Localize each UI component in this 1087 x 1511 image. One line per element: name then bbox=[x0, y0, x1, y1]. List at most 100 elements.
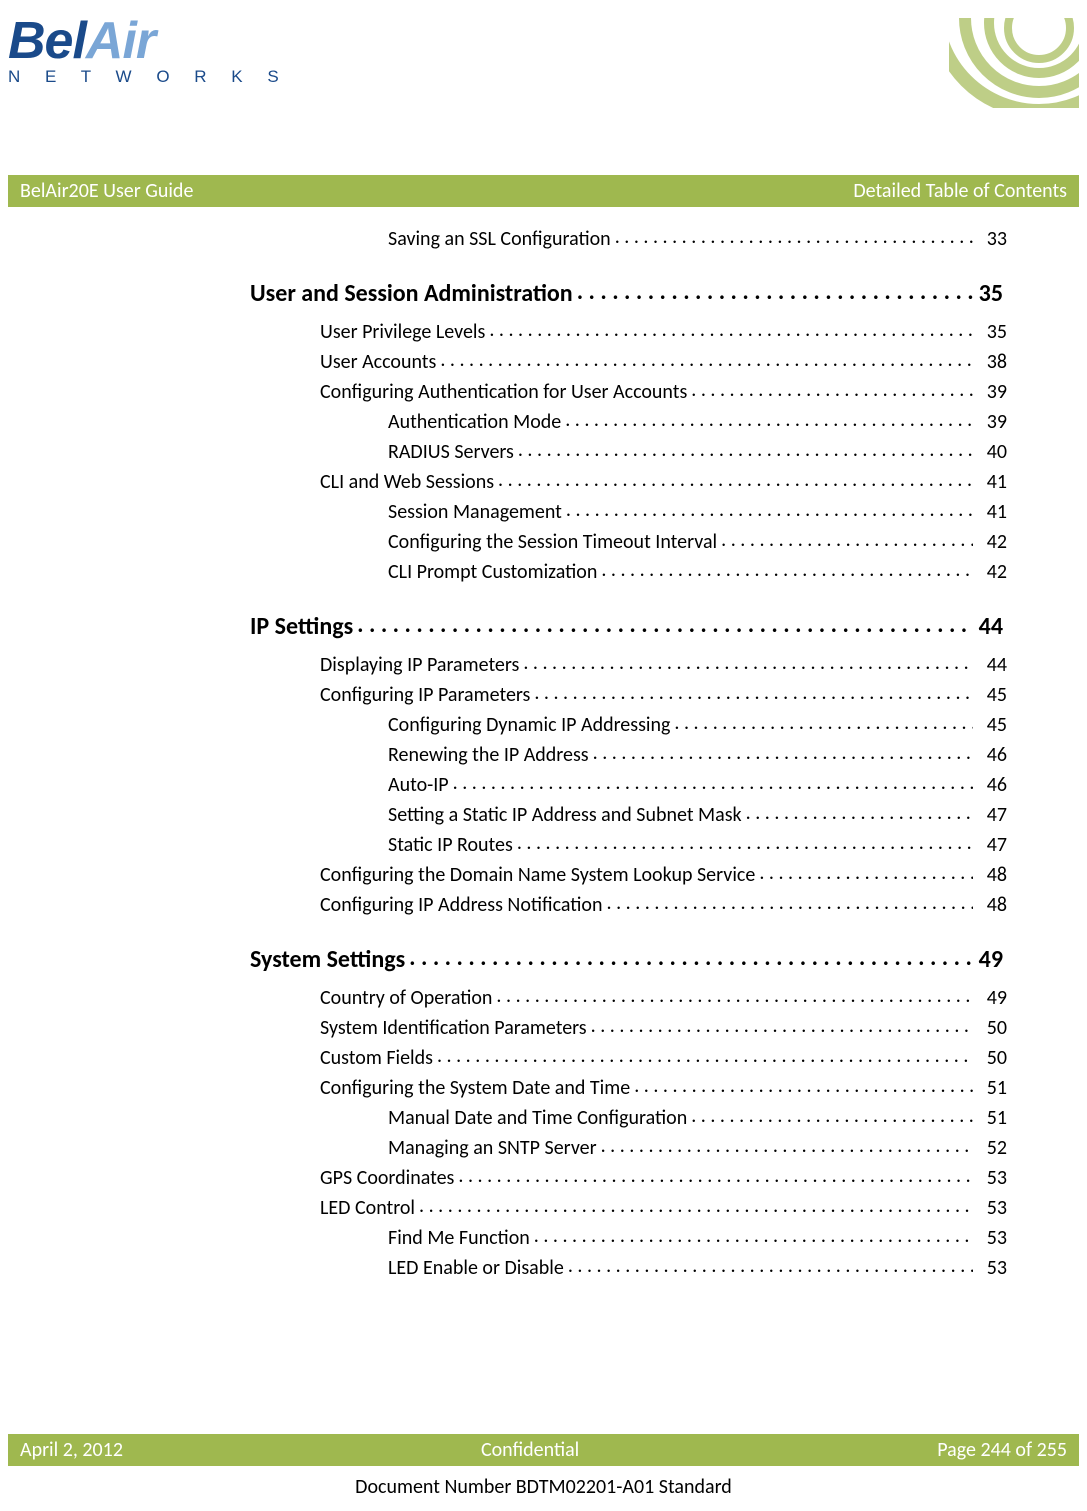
toc-entry-page: 42 bbox=[977, 560, 1007, 584]
toc-leader-dots bbox=[591, 1014, 973, 1034]
toc-chapter: IP Settings44 bbox=[250, 610, 1007, 641]
toc-entry-page: 46 bbox=[977, 773, 1007, 797]
toc-entry-title: Configuring Authentication for User Acco… bbox=[320, 380, 687, 404]
title-band: BelAir20E User Guide Detailed Table of C… bbox=[8, 175, 1079, 207]
toc-chapter-title: System Settings bbox=[250, 945, 405, 974]
toc-entry-page: 41 bbox=[977, 500, 1007, 524]
toc-entry-page: 47 bbox=[977, 833, 1007, 857]
toc-leader-dots bbox=[437, 1044, 973, 1064]
toc-leader-dots bbox=[498, 468, 973, 488]
toc-entry-title: Country of Operation bbox=[320, 986, 492, 1010]
toc-leader-dots bbox=[721, 528, 973, 548]
toc-entry-title: LED Enable or Disable bbox=[388, 1256, 564, 1280]
toc-entry-page: 53 bbox=[977, 1256, 1007, 1280]
toc-entry-title: Configuring IP Parameters bbox=[320, 683, 530, 707]
toc-entry: CLI Prompt Customization 42 bbox=[388, 558, 1007, 584]
toc-entry-page: 53 bbox=[977, 1196, 1007, 1220]
toc-leader-dots bbox=[523, 651, 973, 671]
logo-text-air: Air bbox=[86, 12, 155, 70]
toc-entry: Session Management 41 bbox=[388, 498, 1007, 524]
toc-entry: CLI and Web Sessions41 bbox=[320, 468, 1007, 494]
toc-entry-title: CLI Prompt Customization bbox=[388, 560, 597, 584]
toc-entry: LED Control 53 bbox=[320, 1194, 1007, 1220]
toc-entry: Auto-IP 46 bbox=[388, 771, 1007, 797]
toc-leader-dots bbox=[759, 861, 973, 881]
toc-leader-dots bbox=[577, 277, 973, 301]
toc-entry-title: Custom Fields bbox=[320, 1046, 433, 1070]
toc-leader-dots bbox=[691, 378, 973, 398]
toc-entry: Configuring Dynamic IP Addressing45 bbox=[388, 711, 1007, 737]
toc-leader-dots bbox=[534, 1224, 973, 1244]
toc-leader-dots bbox=[568, 1254, 973, 1274]
toc-entry: Configuring the Session Timeout Interval… bbox=[388, 528, 1007, 554]
toc-entry-title: Displaying IP Parameters bbox=[320, 653, 519, 677]
logo-subtext: N E T W O R K S bbox=[8, 67, 289, 87]
toc-entry-page: 47 bbox=[977, 803, 1007, 827]
toc-entry: Configuring the System Date and Time51 bbox=[320, 1074, 1007, 1100]
toc-entry-title: CLI and Web Sessions bbox=[320, 470, 494, 494]
toc-entry-page: 51 bbox=[977, 1076, 1007, 1100]
toc-entry: Managing an SNTP Server52 bbox=[388, 1134, 1007, 1160]
toc-entry-title: Managing an SNTP Server bbox=[388, 1136, 597, 1160]
footer-band: April 2, 2012 Confidential Page 244 of 2… bbox=[8, 1434, 1079, 1466]
arc-logo-icon bbox=[949, 18, 1079, 108]
toc-leader-dots bbox=[458, 1164, 973, 1184]
toc-entry-title: Saving an SSL Configuration bbox=[388, 227, 611, 251]
toc-chapter: System Settings49 bbox=[250, 943, 1007, 974]
toc-entry: Saving an SSL Configuration 33 bbox=[388, 225, 1007, 251]
toc-entry: User Accounts38 bbox=[320, 348, 1007, 374]
toc-leader-dots bbox=[534, 681, 973, 701]
toc-entry-page: 44 bbox=[977, 653, 1007, 677]
toc-entry: Configuring IP Parameters 45 bbox=[320, 681, 1007, 707]
toc-chapter-page: 35 bbox=[977, 279, 1007, 308]
footer-page-number: Page 244 of 255 bbox=[937, 1438, 1067, 1462]
toc-entry-title: User Privilege Levels bbox=[320, 320, 485, 344]
belair-logo: BelAir N E T W O R K S bbox=[8, 18, 289, 87]
toc-entry-page: 48 bbox=[977, 863, 1007, 887]
toc-leader-dots bbox=[634, 1074, 973, 1094]
toc-entry-page: 50 bbox=[977, 1016, 1007, 1040]
toc-entry-title: Manual Date and Time Configuration bbox=[388, 1106, 687, 1130]
toc-entry-page: 53 bbox=[977, 1166, 1007, 1190]
toc-entry-page: 53 bbox=[977, 1226, 1007, 1250]
toc-leader-dots bbox=[496, 984, 973, 1004]
toc-content: Saving an SSL Configuration 33 User and … bbox=[0, 225, 1087, 1284]
toc-leader-dots bbox=[517, 831, 973, 851]
toc-entry: Find Me Function 53 bbox=[388, 1224, 1007, 1250]
toc-entry-page: 51 bbox=[977, 1106, 1007, 1130]
toc-entry-page: 39 bbox=[977, 410, 1007, 434]
toc-entry: Displaying IP Parameters 44 bbox=[320, 651, 1007, 677]
toc-leader-dots bbox=[601, 1134, 973, 1154]
toc-entry-page: 40 bbox=[977, 440, 1007, 464]
toc-entry-title: GPS Coordinates bbox=[320, 1166, 454, 1190]
toc-leader-dots bbox=[601, 558, 973, 578]
toc-leader-dots bbox=[691, 1104, 973, 1124]
footer-confidential: Confidential bbox=[481, 1438, 579, 1462]
toc-leader-dots bbox=[409, 943, 973, 967]
footer-docnum: Document Number BDTM02201-A01 Standard bbox=[0, 1475, 1087, 1499]
toc-entry-title: Session Management bbox=[388, 500, 562, 524]
toc-leader-dots bbox=[419, 1194, 973, 1214]
toc-entry-title: RADIUS Servers bbox=[388, 440, 514, 464]
toc-entry: Configuring IP Address Notification48 bbox=[320, 891, 1007, 917]
toc-entry-title: LED Control bbox=[320, 1196, 415, 1220]
toc-entry-page: 45 bbox=[977, 683, 1007, 707]
toc-entry: Renewing the IP Address46 bbox=[388, 741, 1007, 767]
toc-leader-dots bbox=[607, 891, 974, 911]
toc-entry: User Privilege Levels35 bbox=[320, 318, 1007, 344]
toc-leader-dots bbox=[593, 741, 973, 761]
toc-entry-page: 45 bbox=[977, 713, 1007, 737]
toc-leader-dots bbox=[674, 711, 973, 731]
doc-title: BelAir20E User Guide bbox=[20, 179, 193, 203]
toc-entry-title: Find Me Function bbox=[388, 1226, 530, 1250]
toc-entry-page: 49 bbox=[977, 986, 1007, 1010]
toc-entry: Setting a Static IP Address and Subnet M… bbox=[388, 801, 1007, 827]
toc-entry-title: Configuring the Domain Name System Looku… bbox=[320, 863, 755, 887]
toc-entry-title: User Accounts bbox=[320, 350, 436, 374]
toc-chapter-page: 44 bbox=[977, 612, 1007, 641]
toc-entry: GPS Coordinates 53 bbox=[320, 1164, 1007, 1190]
toc-leader-dots bbox=[518, 438, 973, 458]
toc-leader-dots bbox=[566, 498, 973, 518]
toc-entry-title: Auto-IP bbox=[388, 773, 449, 797]
toc-entry: Country of Operation 49 bbox=[320, 984, 1007, 1010]
